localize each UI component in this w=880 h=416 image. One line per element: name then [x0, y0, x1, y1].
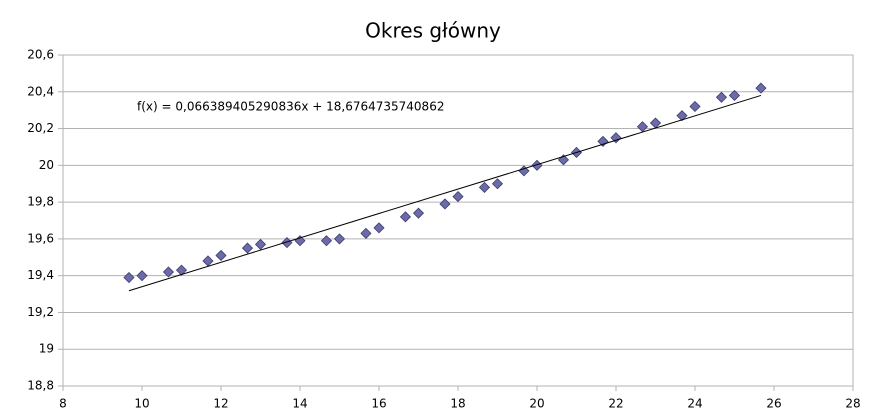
x-tick-label: 20	[529, 397, 544, 411]
x-tick-label: 28	[845, 397, 860, 411]
scatter-point	[215, 249, 227, 262]
y-tick-label: 19,4	[27, 268, 54, 282]
plot-border	[62, 54, 854, 387]
scatter-point	[412, 207, 425, 219]
y-tick-label: 18,8	[27, 379, 54, 393]
scatter-point	[478, 181, 491, 193]
y-tick-label: 19,6	[27, 231, 54, 245]
scatter-point	[715, 91, 728, 103]
scatter-point	[452, 191, 464, 203]
x-tick-label: 22	[608, 397, 623, 411]
y-tick-label: 19,2	[27, 305, 54, 319]
scatter-point	[254, 238, 267, 250]
scatter-point	[241, 242, 254, 254]
scatter-point	[175, 264, 188, 276]
scatter-point	[136, 270, 148, 282]
scatter-point	[491, 178, 504, 190]
y-tick-label: 20,2	[27, 121, 54, 135]
chart-title: Okres główny	[365, 19, 501, 43]
scatter-point	[399, 211, 412, 223]
scatter-point	[373, 222, 385, 234]
x-tick-label: 16	[371, 397, 386, 411]
scatter-point	[360, 227, 372, 239]
scatter-point	[123, 271, 135, 284]
scatter-point	[755, 82, 767, 94]
x-tick-label: 26	[766, 397, 781, 411]
scatter-point	[162, 266, 175, 278]
y-tick-label: 20,6	[27, 48, 54, 62]
scatter-point	[728, 89, 741, 102]
y-tick-label: 20,4	[27, 84, 54, 98]
scatter-point	[439, 198, 451, 210]
scatter-point	[689, 100, 701, 113]
x-tick-label: 8	[59, 397, 67, 411]
x-tick-label: 18	[450, 397, 465, 411]
scatter-point	[333, 233, 346, 245]
x-tick-label: 10	[134, 397, 149, 411]
y-tick-label: 20	[39, 158, 54, 172]
trendline	[128, 94, 762, 292]
y-tick-label: 19	[39, 342, 54, 356]
y-tick-label: 19,8	[27, 195, 54, 209]
trendline-equation: f(x) = 0,066389405290836x + 18,676473574…	[137, 100, 444, 114]
x-tick-label: 24	[687, 397, 702, 411]
scatter-point	[610, 132, 622, 144]
x-tick-label: 12	[213, 397, 228, 411]
scatter-point	[320, 235, 333, 247]
scatter-point	[676, 110, 688, 122]
x-tick-label: 14	[292, 397, 307, 411]
